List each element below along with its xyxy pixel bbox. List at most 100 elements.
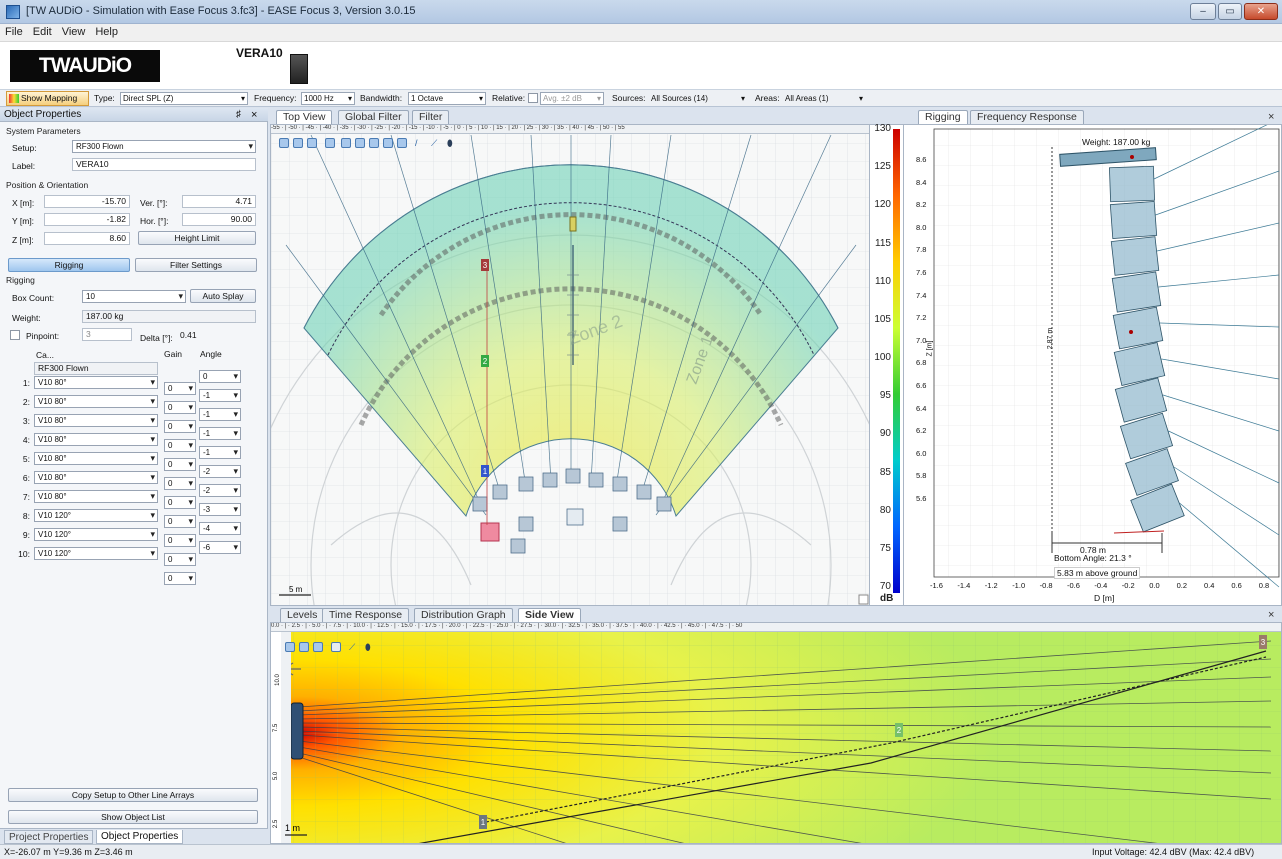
side-source-2[interactable] — [895, 723, 903, 737]
cabinet-type-select[interactable]: V10 80° — [34, 414, 158, 427]
auto-splay-button[interactable]: Auto Splay — [190, 289, 256, 303]
side-source-tool-icon[interactable]: ⬮ — [365, 642, 371, 652]
menu-view[interactable]: View — [61, 26, 86, 38]
tab-global-filter[interactable]: Global Filter — [338, 110, 409, 124]
tab-distribution-graph[interactable]: Distribution Graph — [414, 608, 513, 622]
cabinet-angle-select[interactable]: -6 — [199, 541, 241, 554]
cabinet-gain-select[interactable]: 0 — [164, 515, 196, 528]
show-object-list-button[interactable]: Show Object List — [8, 810, 258, 824]
pinpoint-checkbox[interactable] — [10, 330, 20, 340]
setup-select[interactable]: RF300 Flown — [72, 140, 256, 153]
draw-region-icon[interactable] — [397, 138, 407, 148]
angle-select-0[interactable]: 0 — [199, 370, 241, 383]
side-line-tool-icon[interactable]: ⟋ — [349, 642, 356, 652]
sources-select[interactable]: All Sources (14) — [648, 92, 748, 105]
z-input[interactable]: 8.60 — [44, 232, 130, 245]
tab-top-view[interactable]: Top View — [276, 110, 333, 124]
close-right-panel-icon[interactable]: × — [1268, 111, 1275, 123]
tab-project-properties[interactable]: Project Properties — [4, 830, 94, 844]
close-bottom-panel-icon[interactable]: × — [1268, 609, 1275, 621]
zoom-in-icon[interactable] — [279, 138, 289, 148]
cabinet-type-select[interactable]: V10 120° — [34, 528, 158, 541]
cabinet-gain-select-extra[interactable]: 0 — [164, 572, 196, 585]
menu-edit[interactable]: Edit — [32, 26, 52, 38]
source-marker-2[interactable] — [481, 355, 489, 367]
cabinet-gain-select[interactable]: 0 — [164, 477, 196, 490]
relative-checkbox[interactable] — [528, 93, 538, 103]
tab-filter[interactable]: Filter — [412, 110, 450, 124]
cabinet-type-select[interactable]: V10 80° — [34, 490, 158, 503]
tab-levels[interactable]: Levels — [280, 608, 325, 622]
side-view-canvas[interactable]: 0.0 · | · 2.5 · | · 5.0 · | · 7.5 · | · … — [270, 622, 1282, 844]
cabinet-type-select[interactable]: V10 120° — [34, 547, 158, 560]
cabinet-angle-select[interactable]: -2 — [199, 484, 241, 497]
zoom-fit-icon[interactable] — [307, 138, 317, 148]
type-select[interactable]: Direct SPL (Z) — [120, 92, 248, 105]
tab-time-response[interactable]: Time Response — [322, 608, 410, 622]
copy-setup-button[interactable]: Copy Setup to Other Line Arrays — [8, 788, 258, 802]
source-tool-icon[interactable]: ⬮ — [447, 138, 453, 148]
cabinet-angle-select[interactable]: -1 — [199, 427, 241, 440]
source-marker-3[interactable] — [481, 259, 489, 271]
height-limit-button[interactable]: Height Limit — [138, 231, 256, 245]
measure-tool-icon[interactable]: ⟋ — [431, 138, 438, 148]
draw-shape-icon[interactable] — [383, 138, 393, 148]
tab-filter-settings[interactable]: Filter Settings — [135, 258, 257, 272]
cabinet-angle-select[interactable]: -1 — [199, 408, 241, 421]
cabinet-gain-select[interactable]: 0 — [164, 458, 196, 471]
cabinet-type-select[interactable]: V10 80° — [34, 376, 158, 389]
cabinet-angle-select[interactable]: -1 — [199, 389, 241, 402]
cabinet-gain-select[interactable]: 0 — [164, 553, 196, 566]
bandwidth-select[interactable]: 1 Octave — [408, 92, 486, 105]
box-count-select[interactable]: 10 — [82, 290, 186, 303]
x-input[interactable]: -15.70 — [44, 195, 130, 208]
side-source-3[interactable] — [1259, 635, 1267, 649]
ver-input[interactable]: 4.71 — [182, 195, 256, 208]
rigging-canvas[interactable]: Weight: 187.00 kg 2.87 m 0.78 m Bottom A… — [903, 124, 1282, 606]
cabinet-gain-select[interactable]: 0 — [164, 534, 196, 547]
cabinet-angle-select[interactable]: -4 — [199, 522, 241, 535]
view-mode-icon[interactable] — [341, 138, 351, 148]
show-mapping-button[interactable]: Show Mapping — [6, 91, 89, 106]
pin-icon[interactable]: ♯ — [236, 109, 241, 120]
cabinet-type-select[interactable]: V10 80° — [34, 433, 158, 446]
side-zoom-fit-icon[interactable] — [313, 642, 323, 652]
side-zoom-in-icon[interactable] — [285, 642, 295, 652]
menu-file[interactable]: File — [5, 26, 23, 38]
hor-input[interactable]: 90.00 — [182, 213, 256, 226]
cabinet-type-select[interactable]: V10 120° — [34, 509, 158, 522]
panel-close-icon[interactable]: × — [251, 109, 258, 121]
cabinet-angle-select[interactable]: -1 — [199, 446, 241, 459]
cabinet-type-select[interactable]: V10 80° — [34, 452, 158, 465]
cabinet-gain-select[interactable]: 0 — [164, 401, 196, 414]
cabinet-gain-select[interactable]: 0 — [164, 439, 196, 452]
line-tool-icon[interactable]: / — [415, 138, 418, 148]
cabinet-angle-select[interactable]: -3 — [199, 503, 241, 516]
maximize-button[interactable]: ▭ — [1218, 3, 1242, 20]
save-view-icon[interactable] — [325, 138, 335, 148]
pinpoint-input[interactable]: 3 — [82, 328, 132, 341]
source-marker-1[interactable] — [481, 465, 489, 477]
close-window-button[interactable]: ✕ — [1244, 3, 1278, 20]
tab-frequency-response[interactable]: Frequency Response — [970, 110, 1084, 124]
tab-rigging-view[interactable]: Rigging — [918, 110, 968, 124]
top-view-canvas[interactable]: -55 · | -50 · | -45 · | -40 · | -35 · | … — [270, 124, 870, 606]
tab-object-properties[interactable]: Object Properties — [96, 830, 184, 844]
draw-polygon-icon[interactable] — [369, 138, 379, 148]
cabinet-type-select[interactable]: V10 80° — [34, 471, 158, 484]
draw-area-icon[interactable] — [355, 138, 365, 148]
minimize-button[interactable]: – — [1190, 3, 1216, 20]
y-input[interactable]: -1.82 — [44, 213, 130, 226]
frequency-select[interactable]: 1000 Hz — [301, 92, 355, 105]
side-zoom-out-icon[interactable] — [299, 642, 309, 652]
cabinet-gain-select[interactable]: 0 — [164, 382, 196, 395]
cabinet-angle-select[interactable]: -2 — [199, 465, 241, 478]
side-source-1[interactable] — [479, 815, 487, 829]
areas-select[interactable]: All Areas (1) — [782, 92, 866, 105]
label-input[interactable]: VERA10 — [72, 158, 256, 171]
tab-rigging[interactable]: Rigging — [8, 258, 130, 272]
cabinet-type-select[interactable]: V10 80° — [34, 395, 158, 408]
cabinet-gain-select[interactable]: 0 — [164, 420, 196, 433]
cabinet-gain-select[interactable]: 0 — [164, 496, 196, 509]
side-chart-icon[interactable] — [331, 642, 341, 652]
